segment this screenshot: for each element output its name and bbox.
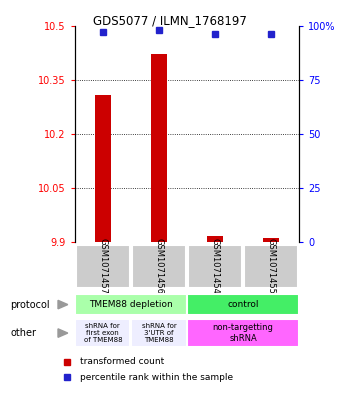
Text: non-targetting
shRNA: non-targetting shRNA <box>212 323 274 343</box>
Text: GSM1071455: GSM1071455 <box>267 238 276 294</box>
Text: TMEM88 depletion: TMEM88 depletion <box>89 300 173 309</box>
Bar <box>188 244 242 288</box>
Text: GDS5077 / ILMN_1768197: GDS5077 / ILMN_1768197 <box>93 14 247 27</box>
Bar <box>151 54 167 242</box>
Bar <box>131 319 187 347</box>
Text: protocol: protocol <box>10 299 50 310</box>
Bar <box>75 294 187 316</box>
Text: shRNA for
first exon
of TMEM88: shRNA for first exon of TMEM88 <box>84 323 122 343</box>
Bar <box>75 319 131 347</box>
Text: GSM1071457: GSM1071457 <box>98 238 107 294</box>
Text: other: other <box>10 328 36 338</box>
Text: control: control <box>227 300 259 309</box>
Text: shRNA for
3'UTR of
TMEM88: shRNA for 3'UTR of TMEM88 <box>141 323 176 343</box>
Text: percentile rank within the sample: percentile rank within the sample <box>80 373 233 382</box>
Bar <box>187 294 299 316</box>
Polygon shape <box>58 300 68 309</box>
Bar <box>187 319 299 347</box>
Bar <box>207 236 223 242</box>
Bar <box>132 244 186 288</box>
Text: GSM1071456: GSM1071456 <box>154 238 164 294</box>
Text: transformed count: transformed count <box>80 357 164 366</box>
Bar <box>95 95 111 242</box>
Bar <box>244 244 298 288</box>
Text: GSM1071454: GSM1071454 <box>210 238 220 294</box>
Bar <box>263 238 279 242</box>
Polygon shape <box>58 329 68 337</box>
Bar <box>76 244 130 288</box>
